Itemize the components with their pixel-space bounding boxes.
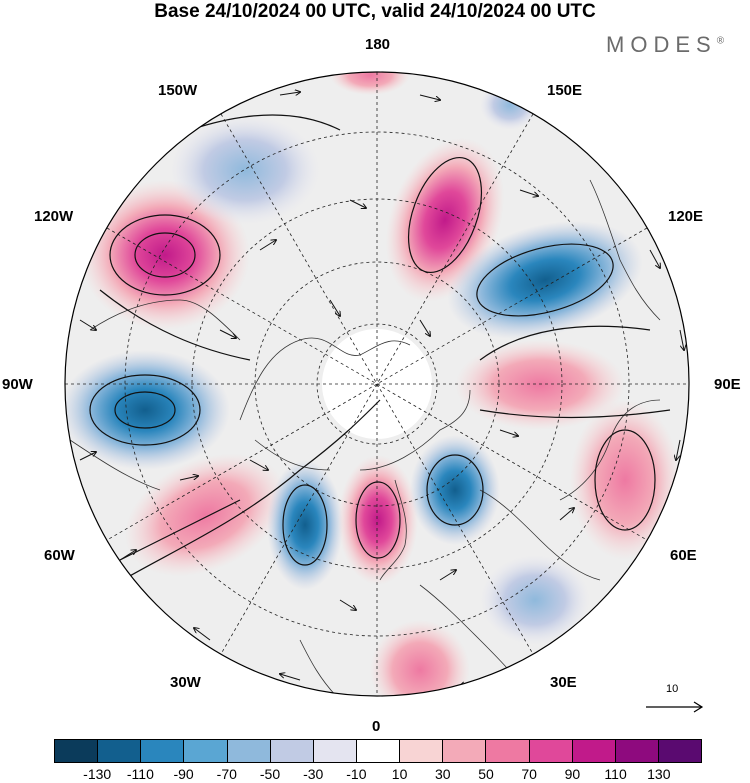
anomaly-positive-north-pacific — [330, 72, 410, 95]
map-border — [64, 71, 690, 697]
colorbar-tick-label: 10 — [391, 766, 408, 782]
colorbar-tick-label: -110 — [126, 766, 154, 782]
brand-name: MODES — [606, 32, 717, 57]
colorbar-tick-label: 90 — [564, 766, 581, 782]
coastlines — [69, 179, 661, 696]
colorbar-swatch — [227, 740, 271, 762]
colorbar-tick-label: -90 — [173, 766, 194, 782]
anomaly-positive-central-asia — [455, 340, 625, 430]
colorbar-swatch — [400, 740, 444, 762]
colorbar-swatch — [615, 740, 659, 762]
colorbar-swatch — [98, 740, 142, 762]
anomaly-negative-east-asia — [447, 220, 643, 340]
anomaly-negative-middle-east — [480, 555, 590, 645]
anomaly-positive-europe — [338, 455, 418, 585]
colorbar-swatch — [443, 740, 487, 762]
lon-label-60w: 60W — [44, 547, 75, 564]
anomaly-negative-alaska — [170, 115, 320, 225]
lon-label-90e: 90E — [714, 376, 741, 393]
colorbar-swatch — [184, 740, 228, 762]
colorbar-ticks: -130 -110 -90 -70 -50 -30 -10 10 30 50 70 90 110 130 — [54, 766, 702, 783]
lon-label-90w: 90W — [2, 376, 33, 393]
colorbar-swatch — [313, 740, 357, 762]
colorbar-tick-label: 130 — [647, 766, 671, 782]
colorbar-swatch — [55, 740, 99, 762]
colorbar-tick-label: 70 — [521, 766, 537, 782]
colorbar-swatch — [529, 740, 573, 762]
reference-vector-label: 10 — [666, 683, 679, 695]
colorbar-swatch — [356, 740, 401, 762]
reference-vector: 10 — [644, 683, 706, 713]
colorbar-swatch — [270, 740, 314, 762]
colorbar-tick-label: -30 — [303, 766, 324, 782]
anomaly-positive-africa — [370, 620, 470, 696]
colorbar-tick-label: 110 — [604, 766, 627, 782]
anomaly-negative-atlantic — [267, 460, 343, 590]
streamlines — [89, 114, 671, 601]
lon-label-60e: 60E — [670, 547, 697, 564]
colorbar-swatch — [486, 740, 530, 762]
colorbar-swatch — [658, 740, 702, 762]
colorbar-swatch — [141, 740, 185, 762]
anomaly-positive-atlantic-west — [124, 453, 286, 577]
colorbar-tick-label: -130 — [83, 766, 112, 782]
colorbar-tick-label: -70 — [216, 766, 237, 782]
lon-label-120w: 120W — [34, 208, 74, 225]
colorbar — [54, 739, 702, 763]
colorbar-swatch — [572, 740, 616, 762]
lon-label-0: 0 — [372, 718, 381, 735]
lon-label-30w: 30W — [170, 674, 201, 691]
anomaly-negative-scandinavia — [410, 435, 500, 545]
modes-logo: MODES® — [606, 32, 724, 58]
lon-label-180: 180 — [365, 36, 391, 53]
anomaly-negative-canada — [65, 350, 230, 470]
lon-label-30e: 30E — [550, 674, 577, 691]
anomaly-positive-india — [570, 400, 680, 560]
lon-label-150e: 150E — [547, 82, 583, 99]
lon-label-120e: 120E — [668, 208, 704, 225]
brand-mark: ® — [716, 35, 725, 47]
colorbar-tick-label: -10 — [346, 766, 367, 782]
colorbar-tick-label: 30 — [435, 766, 451, 782]
map-title: Base 24/10/2024 00 UTC, valid 24/10/2024… — [154, 1, 596, 22]
colorbar-tick-label: -50 — [259, 766, 281, 782]
colorbar-tick-label: 50 — [478, 766, 494, 782]
lon-label-150w: 150W — [158, 82, 198, 99]
anomaly-negative-pacific-top — [480, 80, 540, 130]
shaded-field — [65, 72, 689, 696]
